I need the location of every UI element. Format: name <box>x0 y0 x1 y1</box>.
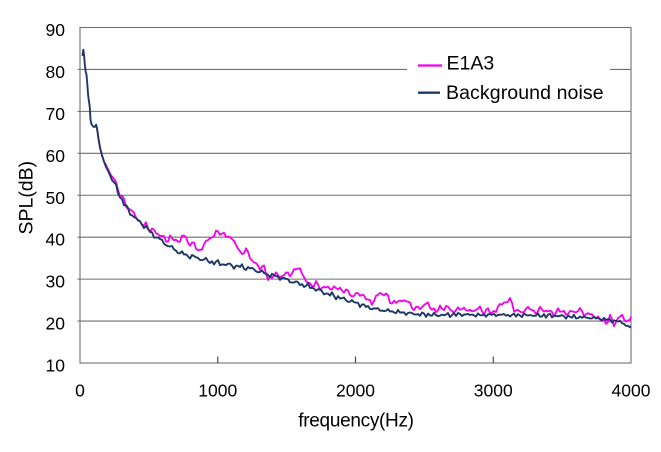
svg-text:30: 30 <box>46 272 66 292</box>
svg-text:10: 10 <box>46 356 66 376</box>
svg-text:Background noise: Background noise <box>446 82 604 104</box>
svg-text:0: 0 <box>75 381 85 401</box>
svg-text:3000: 3000 <box>474 381 513 401</box>
svg-text:SPL(dB): SPL(dB) <box>16 161 38 235</box>
svg-text:90: 90 <box>46 20 66 40</box>
svg-text:60: 60 <box>46 146 66 166</box>
svg-text:frequency(Hz): frequency(Hz) <box>298 411 413 432</box>
svg-text:2000: 2000 <box>336 381 375 401</box>
svg-text:20: 20 <box>46 314 66 334</box>
svg-text:4000: 4000 <box>612 381 651 401</box>
svg-text:50: 50 <box>46 188 66 208</box>
svg-text:80: 80 <box>46 62 66 82</box>
svg-text:70: 70 <box>46 104 66 124</box>
svg-text:40: 40 <box>46 230 66 250</box>
svg-text:1000: 1000 <box>198 381 237 401</box>
svg-text:E1A3: E1A3 <box>447 53 495 75</box>
